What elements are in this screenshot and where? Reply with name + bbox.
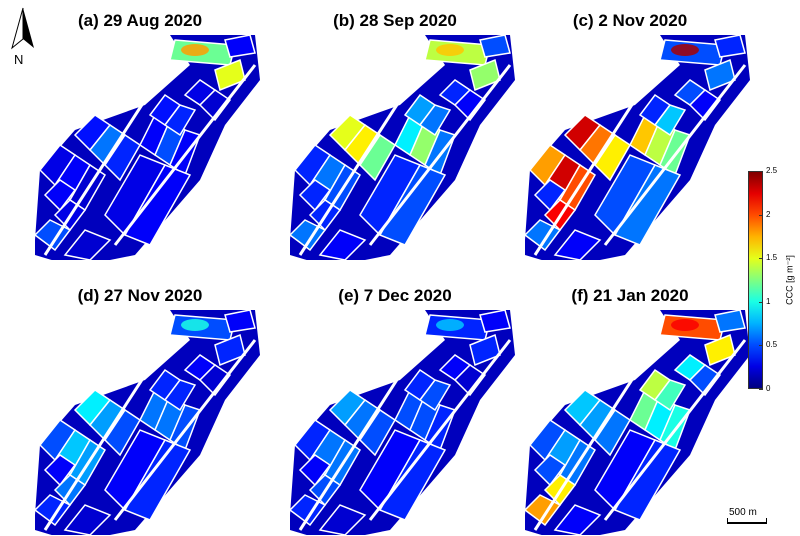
scalebar-right-tick xyxy=(766,518,767,524)
field-parcel xyxy=(163,379,197,412)
colorbar-tick-mark xyxy=(759,171,763,172)
colorbar-tick-mark xyxy=(759,258,763,260)
field-map xyxy=(288,309,515,535)
colorbar-tick-label: 2 xyxy=(766,209,771,219)
panel-title: (e) 7 Dec 2020 xyxy=(338,286,452,305)
field-parcel xyxy=(318,504,367,535)
field-parcel xyxy=(198,364,232,397)
road-line xyxy=(298,99,402,256)
field-parcel xyxy=(123,439,192,521)
colorbar-label: CCC [g m⁻²] xyxy=(784,255,795,305)
road-line xyxy=(368,64,512,246)
field-parcel xyxy=(298,179,332,212)
north-arrow-icon xyxy=(11,7,34,50)
colorbar-tick-mark xyxy=(759,301,763,303)
field-parcel xyxy=(63,504,112,535)
panel-title: (f) 21 Jan 2020 xyxy=(571,286,689,305)
ccc-hotspot xyxy=(436,44,464,56)
field-parcel xyxy=(418,104,452,137)
field-parcel xyxy=(318,229,367,260)
field-parcel xyxy=(418,379,452,412)
ccc-hotspot xyxy=(671,44,699,56)
field-parcel xyxy=(479,34,511,58)
map-panel: (c) 2 Nov 2020 xyxy=(505,5,755,260)
field-parcel xyxy=(613,164,682,246)
field-parcel xyxy=(533,454,567,487)
field-parcel xyxy=(479,309,511,333)
field-parcel xyxy=(688,364,722,397)
field-parcel xyxy=(63,229,112,260)
field-map xyxy=(523,34,750,260)
field-parcel xyxy=(533,179,567,212)
field-parcel xyxy=(198,89,232,122)
field-map xyxy=(288,34,515,260)
colorbar-tick-label: 1.5 xyxy=(766,253,778,263)
scalebar-left-tick xyxy=(727,518,728,524)
field-parcel xyxy=(653,379,687,412)
ccc-hotspot xyxy=(436,319,464,331)
field-parcel xyxy=(688,89,722,122)
colorbar xyxy=(748,171,763,389)
colorbar-tick-mark xyxy=(759,389,763,390)
field-map xyxy=(523,309,750,535)
panel-title: (a) 29 Aug 2020 xyxy=(77,11,203,30)
map-panel: (e) 7 Dec 2020 xyxy=(270,280,520,535)
map-panel: (a) 29 Aug 2020 xyxy=(15,5,265,260)
field-parcel xyxy=(553,504,602,535)
colorbar-tick-label: 2.5 xyxy=(766,166,778,175)
panel-title: (b) 28 Sep 2020 xyxy=(333,11,457,30)
field-parcel xyxy=(43,179,77,212)
scalebar-label: 500 m xyxy=(729,507,757,518)
road-line xyxy=(113,339,257,521)
ccc-hotspot xyxy=(181,44,209,56)
colorbar-tick-label: 0 xyxy=(766,384,771,393)
map-panel: (f) 21 Jan 2020 xyxy=(505,280,755,535)
field-map xyxy=(33,34,260,260)
panel-title: (d) 27 Nov 2020 xyxy=(77,286,203,305)
field-parcel xyxy=(553,229,602,260)
road-line xyxy=(113,64,257,246)
colorbar-tick-label: 0.5 xyxy=(766,340,778,350)
field-parcel xyxy=(653,104,687,137)
road-line xyxy=(368,339,512,521)
field-parcel xyxy=(453,89,487,122)
field-parcel xyxy=(163,104,197,137)
road-line xyxy=(43,374,147,531)
road-line xyxy=(603,339,747,521)
colorbar-tick-label: 1 xyxy=(766,296,771,306)
road-line xyxy=(533,99,637,256)
north-label: N xyxy=(14,52,24,67)
road-line xyxy=(43,99,147,256)
field-parcel xyxy=(123,164,192,246)
ccc-hotspot xyxy=(671,319,699,331)
map-panel: (b) 28 Sep 2020 xyxy=(270,5,520,260)
field-parcel xyxy=(224,34,256,58)
road-line xyxy=(603,64,747,246)
field-map xyxy=(33,309,260,535)
field-parcel xyxy=(378,439,447,521)
field-parcel xyxy=(224,309,256,333)
panel-title: (c) 2 Nov 2020 xyxy=(572,11,688,30)
road-line xyxy=(533,374,637,531)
colorbar-tick-mark xyxy=(759,345,763,347)
road-line xyxy=(298,374,402,531)
colorbar-tick-mark xyxy=(759,214,763,216)
field-parcel xyxy=(378,164,447,246)
map-panel: (d) 27 Nov 2020 xyxy=(15,280,265,535)
field-parcel xyxy=(298,454,332,487)
field-parcel xyxy=(613,439,682,521)
scalebar-line xyxy=(727,522,767,524)
ccc-hotspot xyxy=(181,319,209,331)
field-parcel xyxy=(453,364,487,397)
field-parcel xyxy=(714,34,746,58)
field-parcel xyxy=(43,454,77,487)
field-parcel xyxy=(714,309,746,333)
